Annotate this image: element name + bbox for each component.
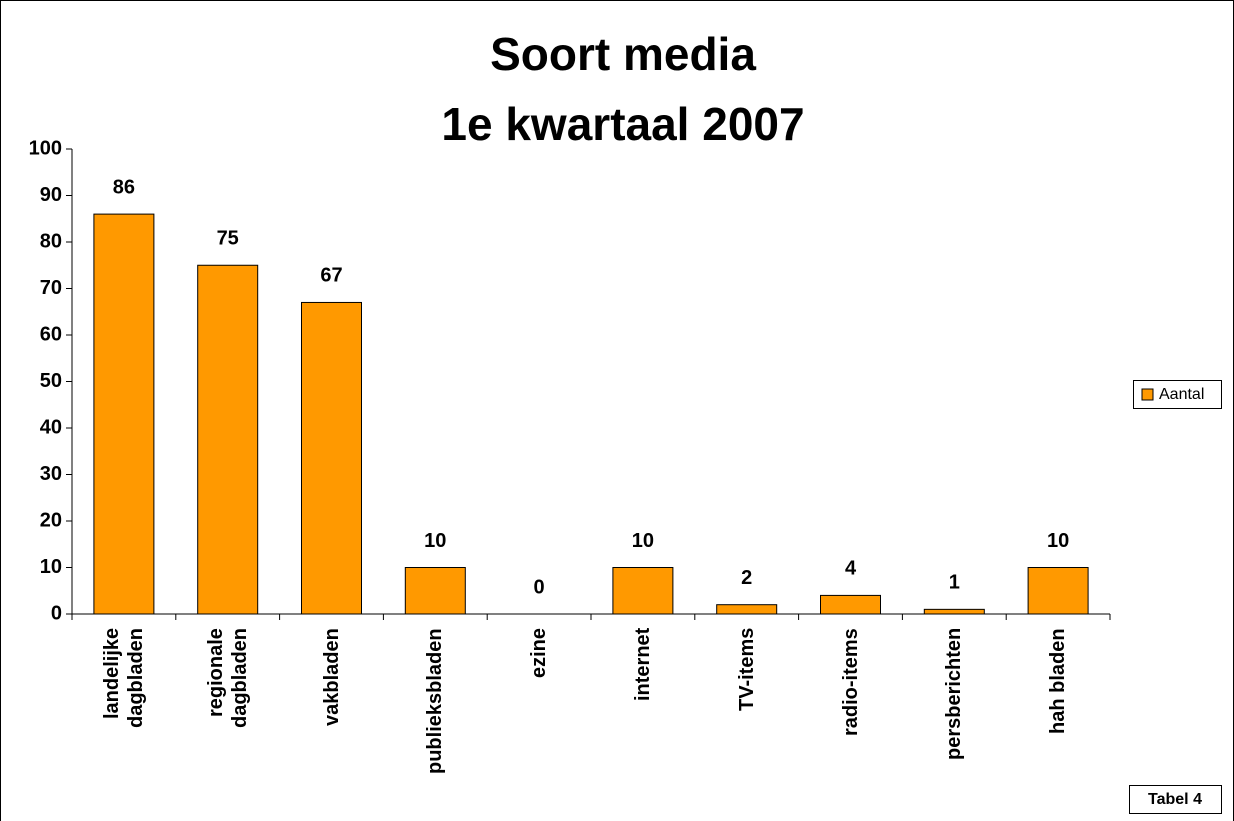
x-tick-label: hah bladen (1047, 628, 1070, 734)
legend-label: Aantal (1159, 386, 1204, 403)
y-tick-label: 20 (40, 509, 62, 531)
data-label: 0 (534, 576, 545, 598)
y-tick-label: 10 (40, 556, 62, 578)
data-label: 67 (320, 265, 342, 287)
legend-box (1133, 380, 1222, 409)
x-tick-label: ezine (528, 628, 551, 679)
annotation-box (1129, 785, 1222, 814)
bar (1027, 567, 1089, 615)
x-tick-label: radio-items (839, 628, 862, 736)
y-tick-label: 40 (40, 416, 62, 438)
bar (716, 604, 778, 615)
y-tick-label: 50 (40, 370, 62, 392)
x-tick-label: vakbladen (320, 628, 343, 726)
data-label: 10 (424, 530, 446, 552)
x-tick-label: landelijke dagbladen (100, 628, 147, 729)
data-label: 86 (113, 176, 135, 198)
x-tick-label: publieksbladen (424, 628, 447, 774)
legend-swatch (1141, 388, 1154, 401)
bar (301, 301, 362, 615)
data-label: 75 (217, 228, 239, 250)
bar (923, 608, 985, 615)
x-tick-label: TV-items (735, 628, 758, 712)
x-tick-label: persberichten (943, 628, 966, 761)
data-label: 4 (845, 558, 857, 580)
data-label: 10 (632, 530, 654, 552)
data-label: 10 (1047, 530, 1069, 552)
chart-title: Soort media (490, 28, 756, 80)
y-tick-label: 60 (40, 323, 62, 345)
data-label: 1 (949, 572, 960, 594)
chart-subtitle: 1e kwartaal 2007 (441, 98, 804, 150)
y-tick-label: 100 (29, 137, 62, 159)
annotation: Tabel 4 (1148, 791, 1202, 808)
bar (197, 264, 259, 615)
x-tick-label: internet (631, 628, 654, 702)
bar (404, 567, 466, 615)
bar (820, 594, 881, 615)
y-tick-label: 30 (40, 463, 62, 485)
y-tick-label: 80 (40, 230, 62, 252)
bar (93, 213, 155, 615)
y-tick-label: 70 (40, 277, 62, 299)
y-tick-label: 0 (51, 602, 62, 624)
data-label: 2 (741, 567, 752, 589)
x-tick-label: regionale dagbladen (204, 628, 251, 729)
bar (612, 567, 674, 615)
y-tick-label: 90 (40, 184, 62, 206)
